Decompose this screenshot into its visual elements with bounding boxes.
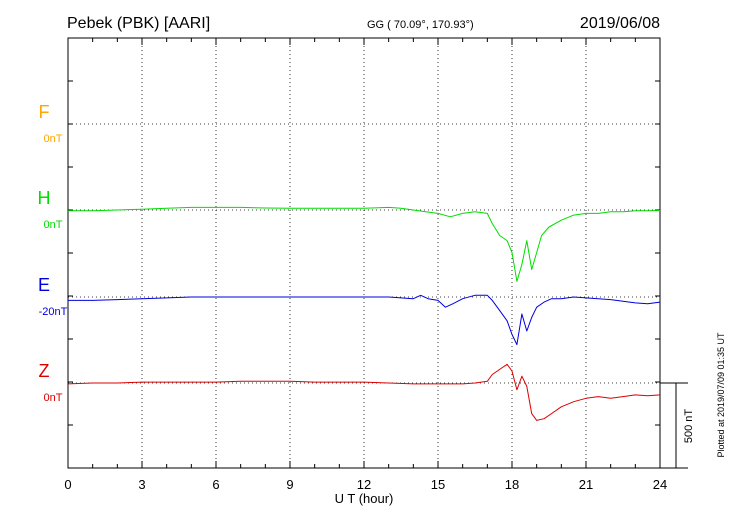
- x-axis-ticks: 0 3 6 9 12 15 18 21 24: [64, 38, 667, 492]
- x-tick-label: 15: [431, 477, 445, 492]
- date-label: 2019/06/08: [580, 15, 660, 32]
- series-lines: [67, 206, 661, 421]
- x-tick-label: 18: [505, 477, 519, 492]
- series-baseline-h: 0nT: [44, 219, 63, 231]
- series-line-h: [68, 206, 661, 282]
- x-tick-label: 12: [357, 477, 371, 492]
- x-axis-label: U T (hour): [335, 491, 394, 506]
- series-baseline-e: -20nT: [39, 306, 68, 318]
- x-tick-label: 6: [212, 477, 219, 492]
- plotted-note: Plotted at 2019/07/09 01:35 UT: [716, 332, 726, 458]
- scale-bar-label: 500 nT: [683, 409, 695, 444]
- series-baseline-f: 0nT: [44, 133, 63, 145]
- scale-bar: 500 nT: [660, 382, 695, 469]
- series-name-f: F: [39, 102, 50, 122]
- x-tick-label: 24: [653, 477, 667, 492]
- x-tick-label: 0: [64, 477, 71, 492]
- x-tick-label: 9: [286, 477, 293, 492]
- series-labels: F 0nT H 0nT E -20nT Z 0nT: [38, 102, 68, 404]
- series-name-h: H: [38, 188, 51, 208]
- series-baseline-z: 0nT: [44, 392, 63, 404]
- series-line-e: [68, 294, 661, 346]
- series-line-z: [67, 363, 661, 421]
- station-title: Pebek (PBK) [AARI]: [67, 15, 210, 32]
- series-name-z: Z: [39, 361, 50, 381]
- x-tick-label: 21: [579, 477, 593, 492]
- grid: [68, 38, 660, 468]
- x-tick-label: 3: [138, 477, 145, 492]
- coords-label: GG ( 70.09°, 170.93°): [367, 19, 474, 31]
- series-name-e: E: [38, 275, 50, 295]
